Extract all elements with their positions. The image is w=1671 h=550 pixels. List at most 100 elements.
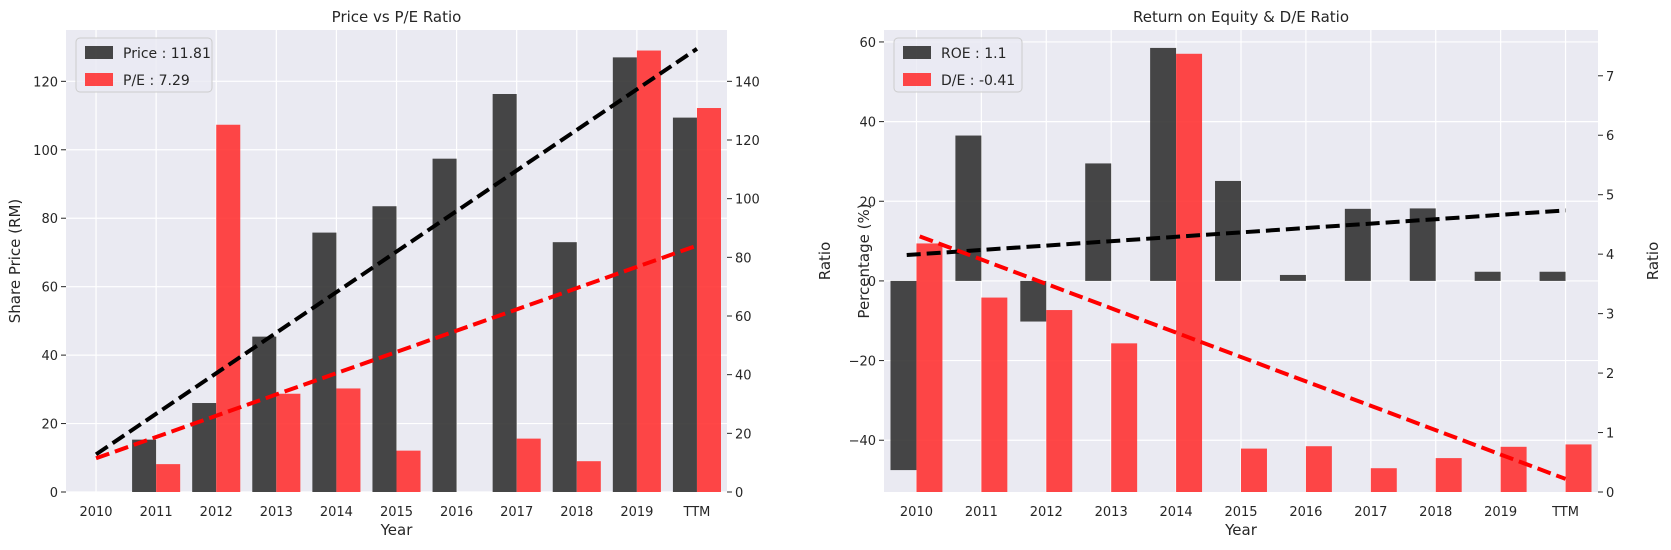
y2-tick-label: 6 [1606,129,1614,144]
bar-1-2013 [1085,163,1112,281]
y2-tick-label: 0 [735,486,743,501]
legend: Price : 11.81 P/E : 7.29 [75,37,213,93]
x-tick-label: 2016 [1289,505,1322,520]
y2-tick-label: 7 [1606,70,1614,85]
x-tick-label: 2012 [1030,505,1063,520]
bar-2-2018 [1435,458,1462,492]
chart-1: 0 20 40 60 80 100 120 0 20 40 60 80 100 120 140 2010 201… [6,8,834,539]
x-tick-label: 2017 [1354,505,1387,520]
legend-label-2: D/E : -0.41 [941,73,1015,89]
y2-tick-label: 20 [735,427,752,442]
bar-2-2014 [336,388,361,492]
bar-2-2019 [1500,446,1527,492]
y2-axis-label: Ratio [1644,242,1662,281]
bar-1-TTM [672,117,697,492]
trend-line-2 [918,234,1567,481]
legend: ROE : 1.1 D/E : -0.41 [893,37,1023,93]
bar-1-2017 [1344,208,1371,281]
bar-2-2012 [1046,310,1073,492]
bar-1-2010 [890,280,917,471]
y2-axis-label: Ratio [816,242,834,281]
legend-swatch-1 [85,46,113,59]
y2-tick-label: 4 [1606,248,1614,263]
y2-tick-label: 40 [735,369,752,384]
y-tick-label: −20 [849,355,876,370]
y-tick-label: 20 [859,195,876,210]
legend-label-1: ROE : 1.1 [941,46,1006,62]
y2-tick-label: 80 [735,251,752,266]
y-tick-label: 0 [50,486,58,501]
bar-2-2018 [576,461,601,492]
x-tick-label: 2010 [900,505,933,520]
bar-1-2017 [492,93,517,493]
bar-2-2011 [981,297,1008,492]
chart-2: −40 −20 0 20 40 60 0 1 2 3 4 5 6 7 2010 2011 2012 2013 201… [849,8,1662,539]
x-tick-label: 2018 [1419,505,1452,520]
x-tick-label: TTM [1551,505,1579,520]
bar-2-2013 [1111,343,1138,492]
bar-2-2012 [216,124,241,492]
bar-2-2014 [1176,53,1203,492]
x-tick-label: 2012 [200,505,233,520]
x-tick-label: 2017 [500,505,533,520]
y-tick-label: 60 [859,36,876,51]
chart-title: Return on Equity & D/E Ratio [1133,8,1349,26]
x-tick-label: 2016 [440,505,473,520]
bar-1-2013 [252,336,277,492]
bar-2-2011 [156,464,181,492]
trend-line-2 [95,243,698,461]
bar-1-2018 [552,242,577,492]
bar-1-2016 [432,158,457,493]
bar-2-2015 [396,450,421,492]
x-axis-label: Year [1224,521,1258,539]
legend-label-1: Price : 11.81 [123,46,211,62]
y-tick-label: 120 [33,75,58,90]
x-tick-label: 2019 [1484,505,1517,520]
y2-tick-label: 1 [1606,427,1614,442]
bar-1-2011 [132,439,157,492]
bar-1-2015 [372,206,397,492]
x-tick-label: 2014 [1160,505,1193,520]
y2-tick-label: 3 [1606,308,1614,323]
x-tick-label: 2013 [1095,505,1128,520]
x-tick-label: 2015 [380,505,413,520]
y-tick-label: 40 [41,349,58,364]
legend-swatch-2 [85,73,113,86]
x-tick-label: 2011 [965,505,998,520]
x-tick-label: 2014 [320,505,353,520]
x-tick-label: 2015 [1224,505,1257,520]
y2-tick-label: 2 [1606,367,1614,382]
bar-2-2019 [636,50,661,493]
legend-swatch-2 [903,73,931,86]
y2-tick-label: 5 [1606,189,1614,204]
y-tick-label: 60 [41,281,58,296]
bar-2-2017 [516,438,541,492]
x-tick-label: 2010 [79,505,112,520]
bar-1-2012 [1020,280,1047,322]
y2-tick-label: 140 [735,75,760,90]
x-axis-label: Year [380,521,414,539]
y-tick-label: 40 [859,116,876,131]
bar-1-2019 [1474,271,1501,281]
x-tick-label: 2013 [260,505,293,520]
y-tick-label: −40 [849,434,876,449]
bar-2-2017 [1370,468,1397,492]
bar-2-TTM [1565,444,1592,492]
y-tick-label: 100 [33,144,58,159]
legend-label-2: P/E : 7.29 [123,73,190,89]
y-axis-label: Share Price (RM) [6,199,24,323]
trend-line-1 [906,208,1566,258]
x-tick-label: 2019 [620,505,653,520]
chart-title: Price vs P/E Ratio [332,8,462,26]
x-tick-label: 2018 [560,505,593,520]
trend-line-1 [94,47,699,457]
y-axis-label: Percentage (%) [855,203,873,318]
y2-tick-label: 0 [1606,486,1614,501]
bar-2-TTM [696,108,721,492]
y-tick-label: 0 [868,275,876,290]
x-tick-label: TTM [683,505,711,520]
legend-swatch-1 [903,46,931,59]
y2-tick-label: 100 [735,193,760,208]
y-tick-label: 20 [41,418,58,433]
